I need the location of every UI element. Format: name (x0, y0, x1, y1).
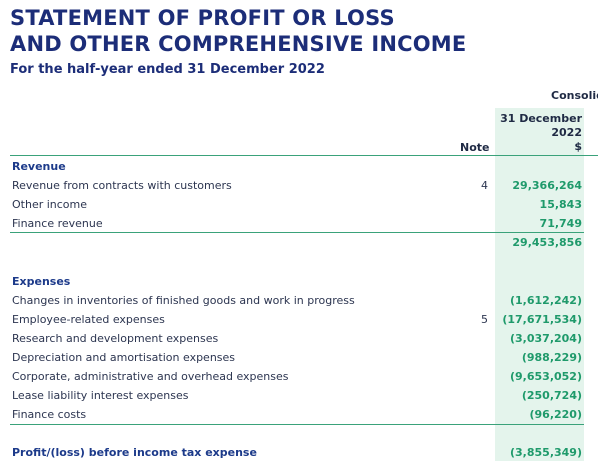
row-label: Depreciation and amortisation expenses (12, 351, 236, 364)
period-header: $ (574, 140, 582, 153)
row-label: Lease liability interest expenses (12, 389, 189, 402)
amount: (17,671,534) (502, 313, 582, 326)
row-label: Other income (12, 198, 88, 211)
row-label: Research and development expenses (12, 332, 219, 345)
rule (10, 424, 584, 425)
amount: 29,453,856 (512, 236, 582, 249)
subtitle: For the half-year ended 31 December 2022 (10, 62, 325, 77)
note: 5 (481, 313, 488, 326)
section-label: Revenue (12, 160, 66, 173)
row-label: Employee-related expenses (12, 313, 165, 326)
column-shade (495, 108, 584, 461)
title: AND OTHER COMPREHENSIVE INCOME (10, 32, 467, 56)
amount: (988,229) (521, 351, 582, 364)
amount: (1,612,242) (510, 294, 582, 307)
section-label: Profit/(loss) before income tax expense (12, 446, 257, 459)
row-label: Finance revenue (12, 217, 103, 230)
amount: (9,653,052) (510, 370, 582, 383)
group-header: Consolid (551, 89, 598, 102)
row-label: Corporate, administrative and overhead e… (12, 370, 289, 383)
amount: (3,855,349) (510, 446, 582, 459)
note-header: Note (460, 141, 490, 154)
row-label: Changes in inventories of finished goods… (12, 294, 355, 307)
row-label: Finance costs (12, 408, 87, 421)
note: 4 (481, 179, 488, 192)
amount: 71,749 (539, 217, 582, 230)
amount: (96,220) (529, 408, 582, 421)
period-header: 31 December (500, 112, 582, 125)
amount: (250,724) (521, 389, 582, 402)
rule (10, 155, 598, 156)
amount: 29,366,264 (512, 179, 582, 192)
title: STATEMENT OF PROFIT OR LOSS (10, 6, 395, 30)
amount: (3,037,204) (510, 332, 582, 345)
period-header: 2022 (551, 126, 582, 139)
row-label: Revenue from contracts with customers (12, 179, 232, 192)
section-label: Expenses (12, 275, 71, 288)
rule (10, 232, 584, 233)
amount: 15,843 (539, 198, 582, 211)
